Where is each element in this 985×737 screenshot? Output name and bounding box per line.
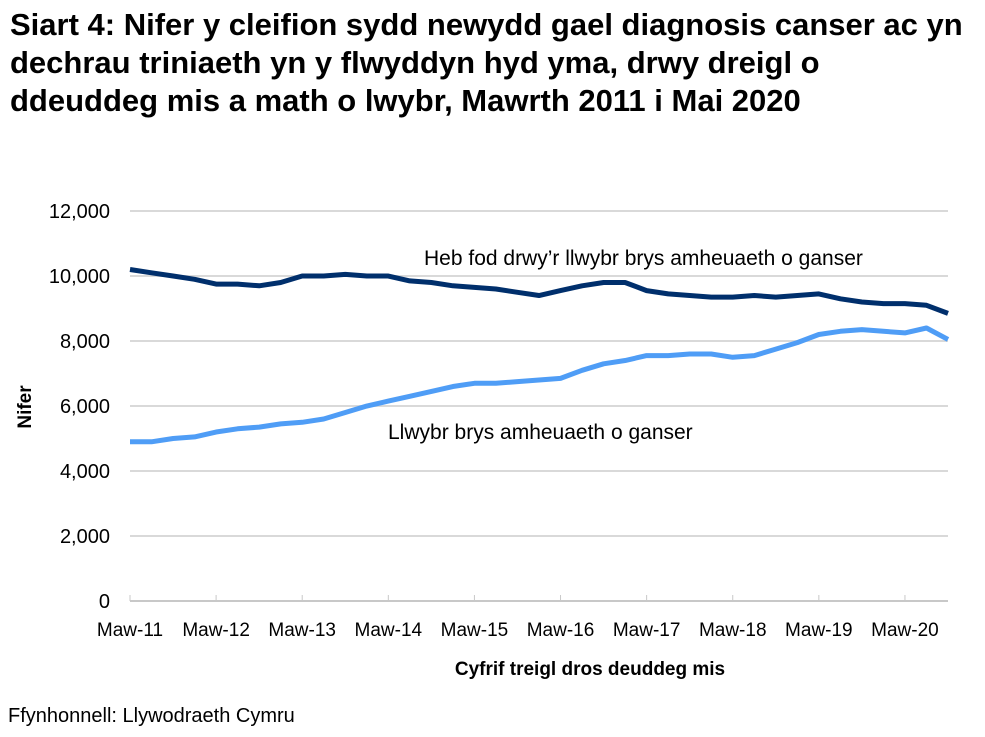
svg-text:Maw-18: Maw-18 [699,620,767,641]
gridlines [130,210,948,602]
svg-text:Maw-16: Maw-16 [527,620,595,641]
svg-text:Maw-14: Maw-14 [355,620,423,641]
y-axis-ticks: 0 2,000 4,000 6,000 8,000 10,000 12,000 [49,201,110,613]
svg-text:Maw-15: Maw-15 [441,620,509,641]
svg-text:Maw-11: Maw-11 [97,620,163,641]
svg-text:8,000: 8,000 [60,331,110,353]
svg-text:10,000: 10,000 [49,266,110,288]
svg-text:Maw-12: Maw-12 [182,620,250,641]
svg-text:4,000: 4,000 [60,461,110,483]
svg-text:0: 0 [99,591,110,613]
x-axis: Maw-11 Maw-12 Maw-13 Maw-14 Maw-15 Maw-16 Maw-… [97,595,939,641]
chart-title: Siart 4: Nifer y cleifion sydd newydd ga… [10,7,963,118]
svg-text:Maw-20: Maw-20 [871,620,939,641]
svg-text:Maw-17: Maw-17 [613,620,681,641]
series-label-suspected-cancer: Llwybr brys amheuaeth o ganser [388,421,693,444]
y-axis-label: Nifer [15,385,36,429]
svg-text:2,000: 2,000 [60,526,110,548]
x-axis-label: Cyfrif treigl dros deuddeg mis [455,659,725,680]
series-label-non-urgent: Heb fod drwy’r llwybr brys amheuaeth o g… [424,247,863,270]
svg-text:Maw-13: Maw-13 [268,620,336,641]
svg-text:6,000: 6,000 [60,396,110,418]
source-note: Ffynhonnell: Llywodraeth Cymru [8,705,295,727]
svg-text:12,000: 12,000 [49,201,110,223]
svg-text:Maw-19: Maw-19 [785,620,853,641]
series-lines [129,267,950,445]
